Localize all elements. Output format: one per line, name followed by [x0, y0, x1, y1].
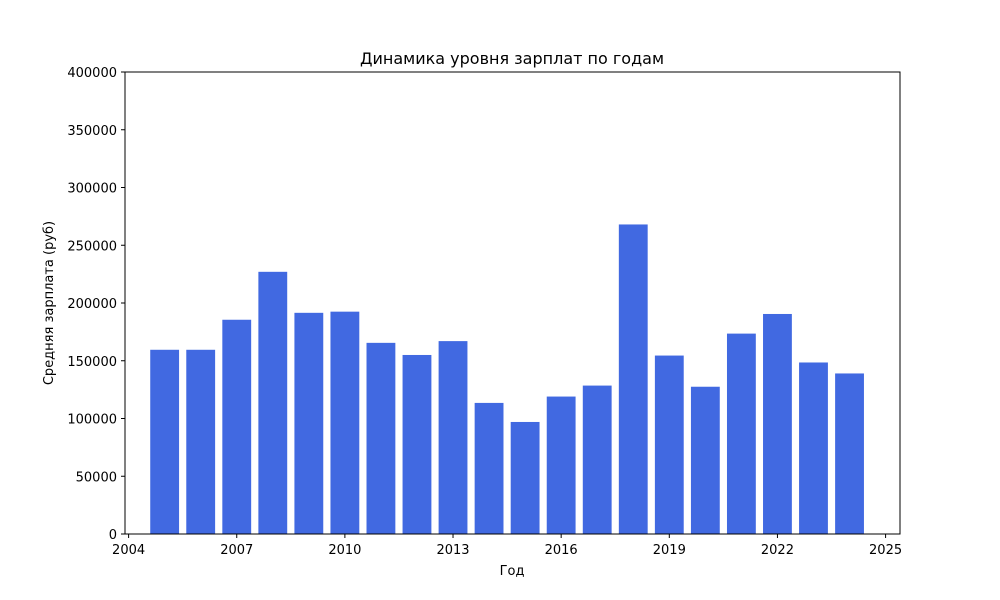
x-tick-label: 2007	[220, 543, 253, 558]
bars-group	[150, 224, 864, 534]
y-tick-label: 50000	[76, 470, 117, 485]
bar-2007	[222, 319, 252, 534]
bar-2017	[582, 385, 612, 534]
x-tick-label: 2013	[436, 543, 469, 558]
y-tick-label: 300000	[67, 182, 117, 197]
bar-2022	[763, 313, 792, 534]
y-tick-label: 150000	[67, 355, 117, 370]
y-tick-label: 400000	[67, 66, 117, 81]
bar-2006	[186, 349, 216, 534]
bar-2024	[835, 373, 864, 534]
x-tick-label: 2010	[328, 543, 361, 558]
x-axis-label: Год	[500, 564, 525, 579]
bar-2010	[330, 311, 360, 534]
bar-2015	[510, 421, 540, 534]
y-tick-label: 0	[109, 528, 117, 543]
x-tick-label: 2022	[761, 543, 794, 558]
y-tick-label: 100000	[67, 413, 117, 428]
bar-2023	[799, 362, 828, 534]
bar-2021	[726, 333, 756, 534]
y-axis: 0 50000 100000 150000 200000 250000 300000 3500…	[67, 66, 125, 543]
chart-title: Динамика уровня зарплат по годам	[360, 49, 664, 68]
bar-2009	[294, 312, 324, 534]
y-tick-label: 350000	[67, 124, 117, 139]
y-axis-label: Средняя зарплата (руб)	[42, 221, 57, 385]
x-tick-label: 2019	[653, 543, 686, 558]
bar-2013	[438, 341, 468, 534]
bar-2016	[546, 396, 576, 534]
x-axis: 2004 2007 2010 2013 2016 2019 2022 2025	[112, 534, 902, 558]
x-tick-label: 2025	[869, 543, 902, 558]
x-tick-label: 2004	[112, 543, 145, 558]
bar-2011	[366, 342, 396, 534]
bar-2014	[474, 402, 504, 534]
bar-2005	[150, 349, 180, 534]
bar-2008	[258, 271, 288, 534]
bar-2019	[654, 355, 684, 534]
y-tick-label: 250000	[67, 239, 117, 254]
bar-2012	[402, 354, 432, 534]
x-tick-label: 2016	[545, 543, 578, 558]
bar-2018	[618, 224, 648, 534]
bar-2020	[690, 386, 720, 534]
y-tick-label: 200000	[67, 297, 117, 312]
